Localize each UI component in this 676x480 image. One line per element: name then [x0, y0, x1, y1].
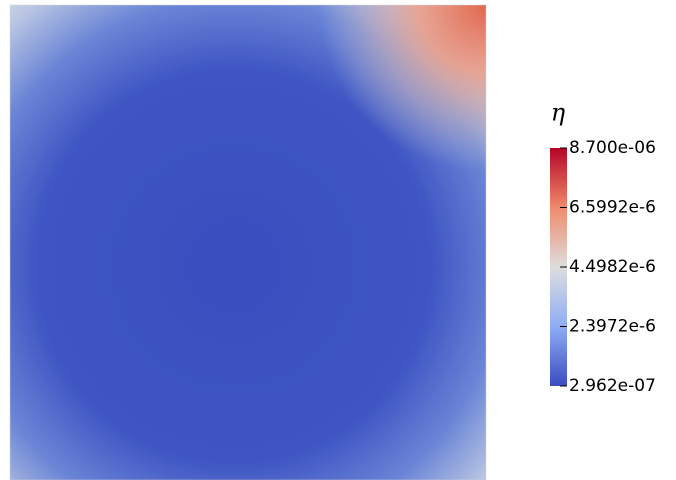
- tick-label: 4.4982e-6: [569, 257, 656, 277]
- tick-label: 8.700e-06: [569, 138, 656, 158]
- tick-label: 2.3972e-6: [569, 316, 656, 336]
- tick-label: 2.962e-07: [569, 376, 656, 396]
- tick-label: 6.5992e-6: [569, 197, 656, 217]
- color-legend: η 8.700e-06 6.5992e-6 4.4982e-6 2.3972e-6 2.…: [550, 99, 656, 397]
- legend-title: η: [551, 99, 566, 127]
- render-view: η 8.700e-06 6.5992e-6 4.4982e-6 2.3972e-6 2.…: [0, 0, 676, 480]
- field-hot-corner: [10, 5, 486, 480]
- field-image: [10, 5, 486, 480]
